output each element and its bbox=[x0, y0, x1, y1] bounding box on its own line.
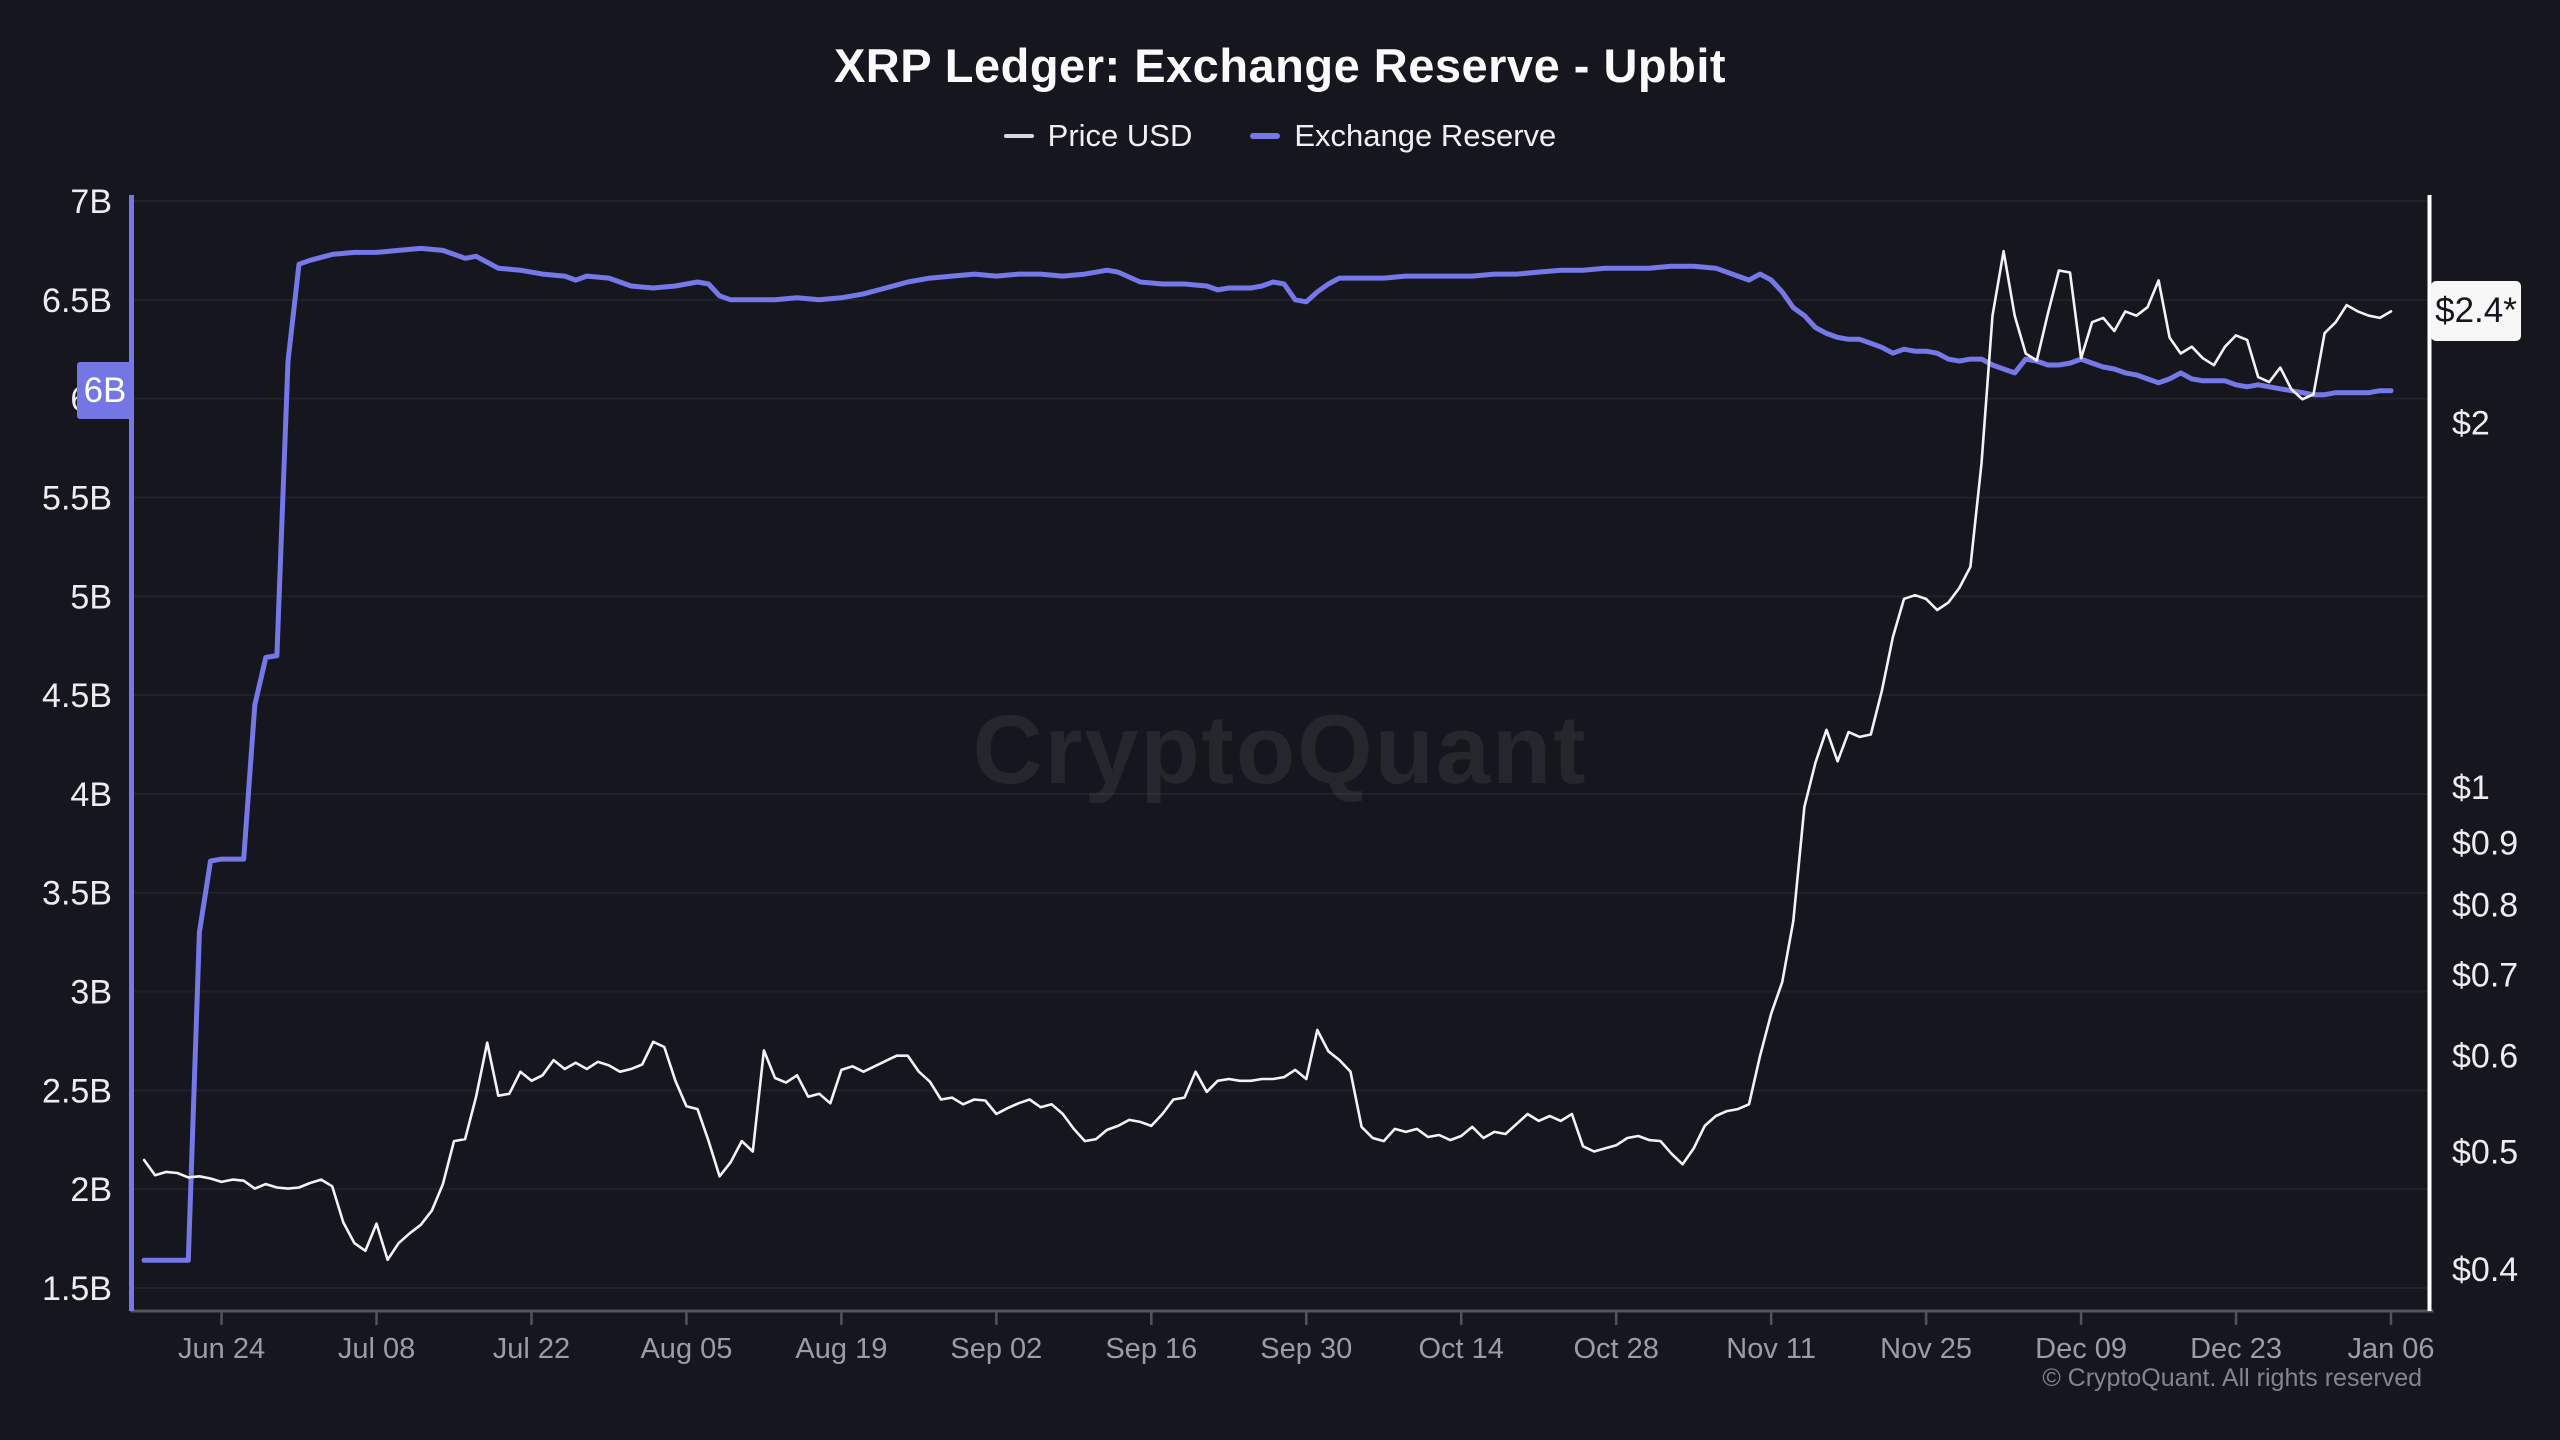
right-axis-tick-label: $0.4 bbox=[2452, 1251, 2518, 1289]
legend-label-exchange-reserve: Exchange Reserve bbox=[1294, 118, 1557, 153]
legend-item-exchange-reserve[interactable]: Exchange Reserve bbox=[1250, 118, 1556, 154]
copyright-note: © CryptoQuant. All rights reserved bbox=[2042, 1364, 2422, 1392]
exchange-reserve-line bbox=[141, 245, 2394, 1263]
chart-title: XRP Ledger: Exchange Reserve - Upbit bbox=[833, 39, 1727, 92]
x-tick-label: Aug 19 bbox=[795, 1333, 887, 1365]
left-axis-tick-label: 2.5B bbox=[42, 1072, 112, 1110]
legend-label-price-usd: Price USD bbox=[1047, 118, 1193, 153]
x-tick-label: Dec 23 bbox=[2190, 1333, 2282, 1365]
right-axis-tick-label: $0.8 bbox=[2452, 886, 2518, 924]
left-axis-tick-label: 2B bbox=[70, 1171, 112, 1209]
right-axis-tick-label: $0.5 bbox=[2452, 1134, 2518, 1172]
x-tick-label: Jul 08 bbox=[338, 1333, 415, 1365]
reserve-last-value-badge: 6B bbox=[77, 362, 133, 420]
x-tick-label: Jan 06 bbox=[2347, 1333, 2434, 1365]
price-last-value-badge: $2.4* bbox=[2431, 281, 2521, 342]
x-tick-label: Oct 28 bbox=[1573, 1333, 1658, 1365]
left-axis-tick-label: 1.5B bbox=[42, 1270, 112, 1308]
x-tick-label: Sep 16 bbox=[1105, 1333, 1197, 1365]
left-axis-tick-label: 3.5B bbox=[42, 875, 112, 913]
right-axis-tick-label: $0.9 bbox=[2452, 824, 2518, 862]
legend: Price USD Exchange Reserve bbox=[0, 118, 2560, 154]
left-axis-tick-label: 4B bbox=[70, 776, 112, 814]
x-tick-label: Jul 22 bbox=[493, 1333, 570, 1365]
left-axis-tick-label: 7B bbox=[70, 183, 112, 221]
left-axis-tick-label: 4.5B bbox=[42, 677, 112, 715]
legend-item-price-usd[interactable]: Price USD bbox=[1003, 118, 1193, 154]
right-axis-tick-label: $2 bbox=[2452, 404, 2490, 442]
right-axis-tick-label: $1 bbox=[2452, 769, 2490, 807]
price-line-swatch-icon bbox=[1003, 134, 1034, 138]
right-axis-tick-label: $0.6 bbox=[2452, 1038, 2518, 1076]
x-tick-label: Jun 24 bbox=[178, 1333, 265, 1365]
x-tick-label: Sep 30 bbox=[1260, 1333, 1352, 1365]
x-tick-label: Sep 02 bbox=[950, 1333, 1042, 1365]
x-tick-label: Nov 11 bbox=[1726, 1333, 1816, 1365]
left-axis-tick-label: 3B bbox=[70, 974, 112, 1012]
reserve-line-swatch-icon bbox=[1250, 133, 1281, 139]
x-tick-label: Oct 14 bbox=[1419, 1333, 1504, 1365]
left-axis-tick-label: 5B bbox=[70, 578, 112, 616]
x-tick-label: Nov 25 bbox=[1880, 1333, 1972, 1365]
cryptoquant-watermark: CryptoQuant bbox=[972, 695, 1588, 804]
left-axis-tick-label: 6.5B bbox=[42, 282, 112, 320]
left-axis-tick-label: 5.5B bbox=[42, 479, 112, 517]
right-axis-tick-label: $0.7 bbox=[2452, 957, 2518, 995]
x-tick-label: Aug 05 bbox=[640, 1333, 732, 1365]
price-usd-line bbox=[142, 249, 2393, 1262]
x-tick-label: Dec 09 bbox=[2035, 1333, 2127, 1365]
